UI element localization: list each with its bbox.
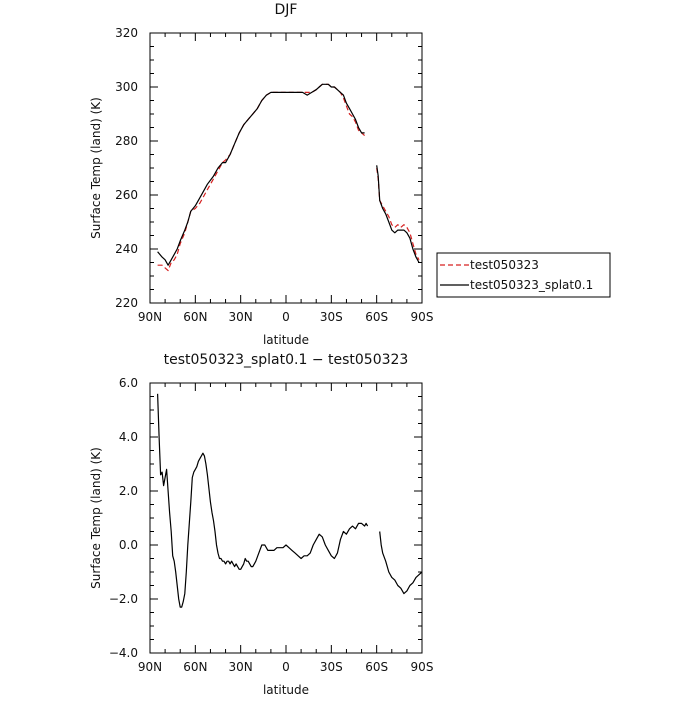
y-tick-label: 220 — [115, 296, 138, 310]
series-line-1 — [157, 83, 366, 272]
plot-frame — [149, 382, 423, 654]
y-tick-label: −2.0 — [109, 592, 138, 606]
legend-entry: test050323 — [470, 258, 539, 272]
x-tick-label: 0 — [282, 310, 290, 324]
y-tick-label: 4.0 — [119, 430, 138, 444]
x-axis-label: latitude — [263, 333, 309, 347]
x-tick-label: 0 — [282, 660, 290, 674]
x-tick-label: 30S — [320, 310, 343, 324]
y-axis-label: Surface Temp (land) (K) — [89, 447, 103, 589]
x-tick-label: 60N — [183, 660, 207, 674]
y-tick-label: −4.0 — [109, 646, 138, 660]
x-tick-label: 60N — [183, 310, 207, 324]
y-tick-label: 6.0 — [119, 376, 138, 390]
y-tick-label: 2.0 — [119, 484, 138, 498]
legend-box — [436, 252, 611, 298]
x-tick-label: 30S — [320, 660, 343, 674]
top-chart: 90N 60N 30N 0 30S 60S 90S 220 240 260 280 300 320 DJF… — [89, 2, 611, 347]
y-tick-label: 280 — [115, 134, 138, 148]
series-line-2 — [376, 165, 420, 263]
plot-frame — [149, 32, 423, 304]
x-tick-label: 60S — [365, 660, 388, 674]
y-axis-label: Surface Temp (land) (K) — [89, 97, 103, 239]
y-tick-label: 320 — [115, 26, 138, 40]
chart-title: DJF — [275, 2, 298, 18]
series-line-1 — [157, 393, 369, 608]
x-tick-label: 60S — [365, 310, 388, 324]
legend-entry: test050323_splat0.1 — [470, 278, 593, 292]
x-tick-label: 90N — [138, 660, 162, 674]
bottom-chart: 90N 60N 30N 0 30S 60S 90S −4.0 −2.0 0.0 2.0 4.0 6.0 t… — [89, 352, 433, 697]
x-axis-label: latitude — [263, 683, 309, 697]
series-line-2 — [157, 83, 365, 266]
y-tick-label: 300 — [115, 80, 138, 94]
x-tick-label: 30N — [229, 660, 253, 674]
x-tick-label: 90S — [411, 310, 434, 324]
chart-title: test050323_splat0.1 − test050323 — [164, 352, 409, 368]
y-tick-label: 0.0 — [119, 538, 138, 552]
series-line-1 — [379, 531, 423, 595]
y-tick-label: 240 — [115, 242, 138, 256]
x-tick-label: 90N — [138, 310, 162, 324]
x-tick-label: 90S — [411, 660, 434, 674]
x-tick-label: 30N — [229, 310, 253, 324]
y-tick-label: 260 — [115, 188, 138, 202]
